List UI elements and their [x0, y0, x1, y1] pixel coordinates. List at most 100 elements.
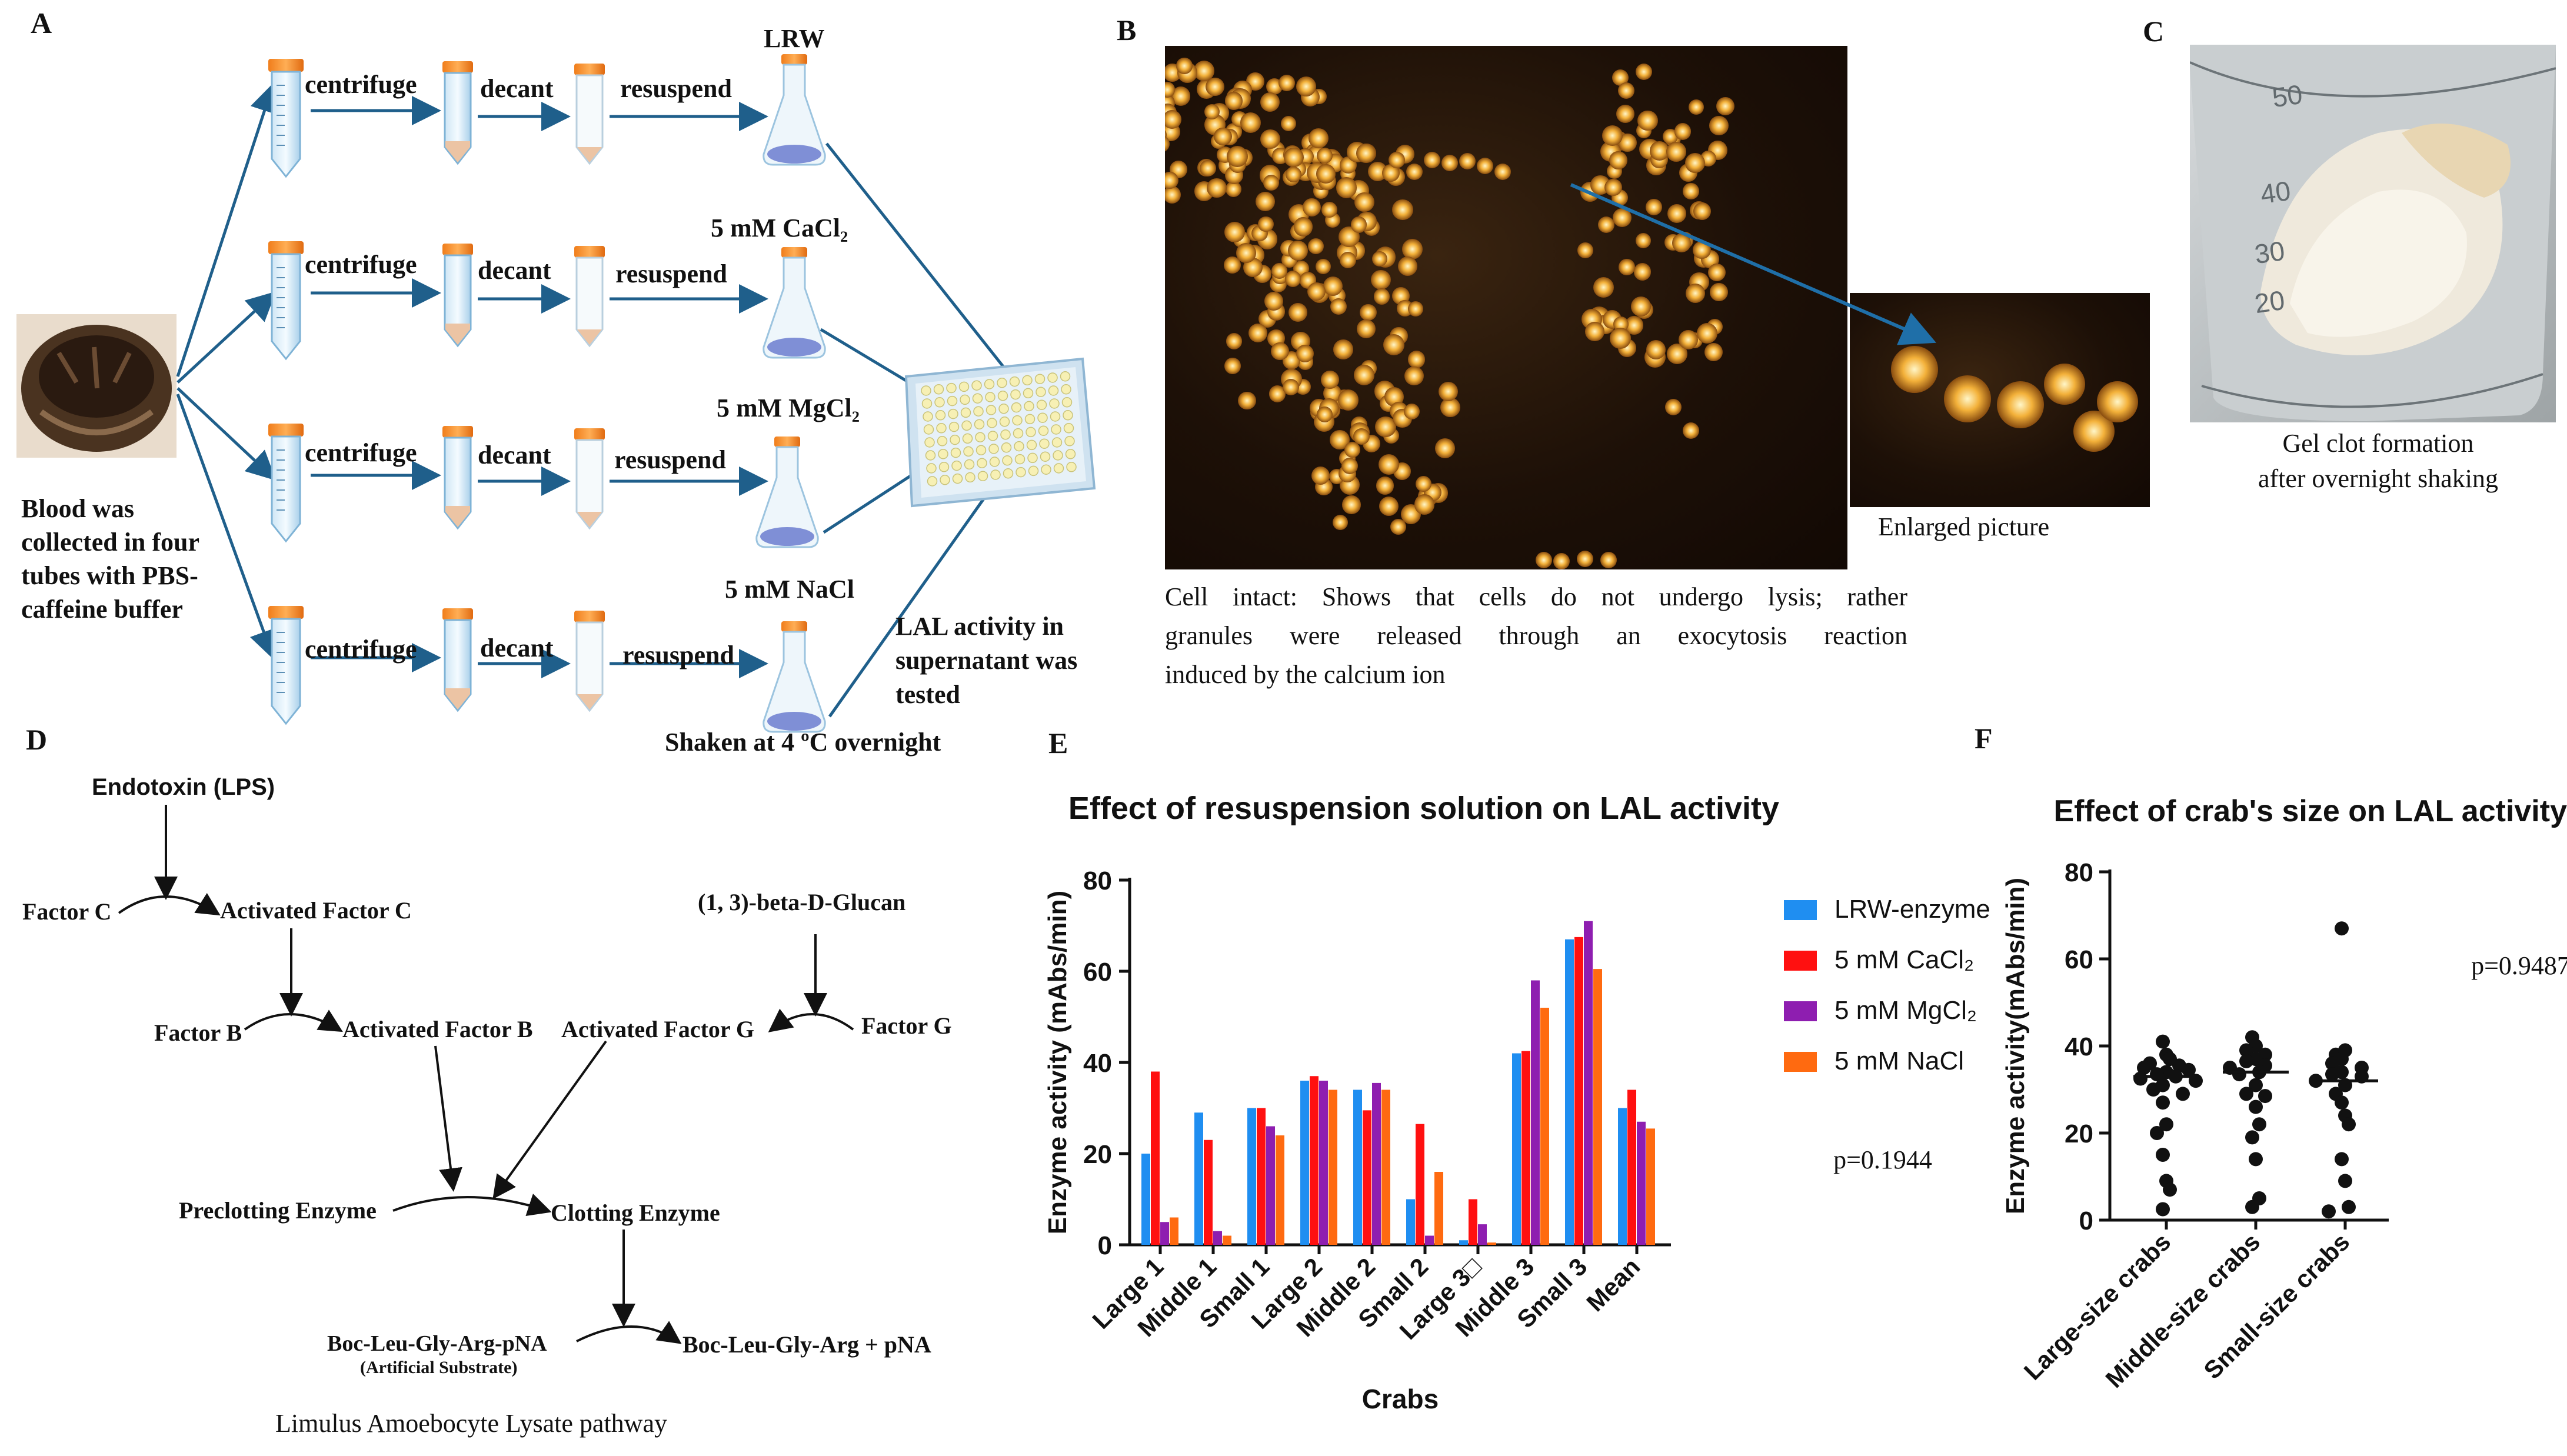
plate-well	[1026, 439, 1037, 451]
scatter-point	[2252, 1117, 2266, 1132]
bar	[1310, 1076, 1319, 1245]
legend-label: 5 mM NaCl	[1834, 1047, 1964, 1075]
substrate-note: (Artificial Substrate)	[360, 1358, 518, 1377]
legend-swatch	[1784, 900, 1817, 920]
hemocyte-cell	[1686, 284, 1706, 304]
hemocyte-cell	[1296, 344, 1314, 363]
hemocyte-cell	[1316, 164, 1336, 184]
bar	[1406, 1199, 1415, 1245]
hemocyte-cell-enlarged	[1891, 346, 1938, 393]
hemocyte-cell	[1226, 333, 1243, 349]
bar	[1247, 1108, 1256, 1245]
y-tick-label: 0	[2079, 1207, 2093, 1235]
hemocyte-cell	[1402, 239, 1423, 260]
hemocyte-cell	[1204, 104, 1220, 119]
plate-well	[965, 472, 975, 483]
hemocyte-cell	[1390, 519, 1406, 535]
hemocyte-cell	[1214, 127, 1232, 146]
hemocyte-cell	[1333, 339, 1354, 359]
hemocyte-cell-enlarged	[2044, 364, 2085, 405]
hemocyte-cell	[1284, 147, 1304, 167]
hemocyte-cell	[1303, 198, 1321, 216]
plate-well	[923, 411, 933, 422]
hemocyte-cell	[1311, 466, 1330, 485]
hemocyte-cell	[1636, 233, 1652, 249]
hemocyte-cell	[1339, 251, 1357, 269]
gel-clot-photo: 50 40 30 20	[2190, 45, 2556, 422]
plate-well	[947, 395, 958, 407]
hemocyte-cell	[1609, 151, 1627, 170]
plate-well	[1023, 388, 1034, 399]
hemocyte-cell	[1308, 238, 1324, 255]
plate-well	[1047, 372, 1058, 383]
hemocyte-cell	[1397, 256, 1418, 276]
hemocyte-cell	[1618, 82, 1634, 99]
row2-solution-label: 5 mM CaCl₂	[711, 214, 848, 242]
plate-well	[1063, 410, 1073, 421]
x-axis-label: Crabs	[1362, 1384, 1439, 1414]
panel-label-e: E	[1048, 727, 1068, 759]
lal-pathway-diagram	[118, 805, 854, 1344]
plate-well	[1051, 437, 1063, 448]
hemocyte-cell	[1693, 202, 1711, 220]
blood-note-line: caffeine buffer	[21, 595, 183, 624]
enlarged-caption: Enlarged picture	[1878, 512, 2050, 541]
scatter-point	[2239, 1054, 2253, 1068]
hemocyte-cell	[1536, 552, 1552, 568]
plate-well	[974, 419, 985, 429]
centrifuged-tube-icon	[442, 61, 473, 165]
scatter-chart: Effect of crab's size on LAL activity 0 20…	[2001, 794, 2567, 1393]
centrifuged-tube-icon	[442, 608, 473, 712]
bar	[1469, 1199, 1477, 1245]
hemocyte-cell	[1360, 304, 1377, 321]
x-tick-label: Mean	[1581, 1252, 1645, 1317]
hemocyte-cell	[1438, 382, 1458, 402]
hemocyte-cell	[1271, 262, 1288, 279]
plate-well	[1012, 415, 1023, 426]
y-tick-label: 80	[2065, 858, 2093, 887]
plate-well	[1036, 387, 1046, 397]
scatter-point	[2182, 1062, 2196, 1077]
hemocyte-cell	[1389, 152, 1405, 168]
plate-well	[952, 473, 963, 484]
hemocyte-cell	[1407, 351, 1426, 368]
substrate-label: Boc-Leu-Gly-Arg-pNA	[327, 1331, 547, 1356]
hemocyte-cell	[1317, 147, 1333, 164]
flask-mark: 40	[2258, 175, 2293, 210]
hemocyte-cell	[1309, 128, 1329, 148]
bar	[1266, 1126, 1275, 1245]
hemocyte-cell	[1280, 116, 1296, 132]
hemocyte-cell	[1356, 319, 1376, 338]
plate-well	[921, 398, 933, 409]
scatter-point	[2159, 1117, 2173, 1132]
plate-well	[923, 424, 934, 435]
hemocyte-cell	[1688, 99, 1704, 115]
hemocyte-cell	[1602, 125, 1623, 146]
plate-well	[973, 406, 984, 417]
y-tick-label: 20	[2065, 1120, 2093, 1148]
hemocyte-cell	[1630, 296, 1651, 317]
row4-resuspend-label: resuspend	[622, 641, 734, 669]
plate-well	[975, 432, 985, 442]
plate-well	[961, 420, 972, 431]
legend-label: 5 mM CaCl₂	[1834, 945, 1974, 974]
hemocyte-cell	[1636, 64, 1652, 80]
hemocyte-cell	[1597, 216, 1615, 234]
plate-well	[1065, 449, 1076, 459]
bar	[1531, 980, 1540, 1245]
hemocyte-cell	[1674, 123, 1692, 140]
hemocyte-cell	[1263, 174, 1280, 191]
row3-solution-label: 5 mM MgCl₂	[717, 394, 860, 422]
plate-well	[1001, 442, 1012, 453]
plate-well	[971, 380, 982, 391]
plate-well	[1053, 463, 1064, 474]
hemocyte-cell	[1255, 192, 1275, 211]
scatter-point	[2239, 1043, 2253, 1058]
y-tick-label: 60	[1083, 958, 1112, 987]
hemocyte-cell	[1633, 263, 1652, 281]
scatter-point	[2325, 1067, 2339, 1082]
row1-solution-label: LRW	[764, 24, 825, 53]
bar	[1353, 1089, 1362, 1245]
bar	[1637, 1121, 1646, 1245]
scatter-point	[2146, 1082, 2160, 1097]
